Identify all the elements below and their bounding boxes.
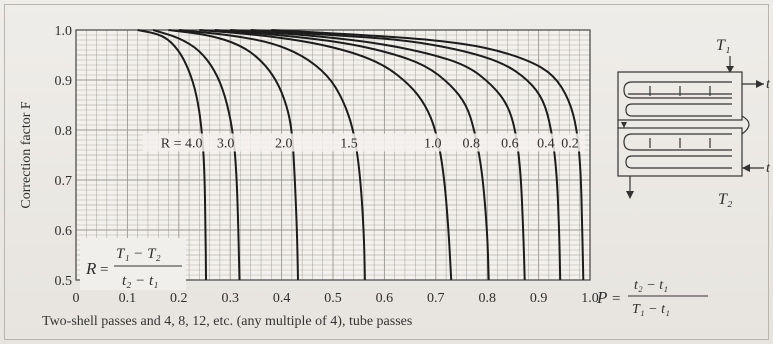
curve-r-4.0 xyxy=(137,29,207,281)
y-tick-label: 0.9 xyxy=(55,74,73,89)
curve-r-1.0 xyxy=(199,29,453,281)
hot-inlet-arrow xyxy=(726,66,734,73)
figure-frame xyxy=(4,4,769,340)
cold-out-arrow xyxy=(756,80,764,88)
r-value-label: 0.8 xyxy=(463,137,481,152)
curves xyxy=(137,29,585,281)
r-label-band xyxy=(142,133,585,152)
r-formula: R = T₁ − T₂ t₂ − t₁ xyxy=(80,238,186,290)
curve-r-1.5 xyxy=(178,29,366,281)
r-value-label: 0.2 xyxy=(561,137,579,152)
x-tick-label: 0.5 xyxy=(324,291,342,306)
r-formula-lhs: R xyxy=(85,259,97,278)
y-tick-label: 1.0 xyxy=(55,24,73,39)
labels: 0 0.1 0.2 0.3 0.4 0.5 0.6 0.7 0.8 0.9 1.0 0.5 0.6 0.7… xyxy=(19,24,599,306)
curve-r-3.0 xyxy=(152,29,241,281)
p-formula: P = t₂ − t₁ T₁ − t₁ xyxy=(596,278,708,317)
shell-connector xyxy=(741,115,750,135)
r-value-label: 0.4 xyxy=(537,137,555,152)
x-tick-label: 0 xyxy=(73,291,80,306)
cold-in-arrow xyxy=(742,164,750,172)
figure-caption: Two-shell passes and 4, 8, 12, etc. (any… xyxy=(42,314,413,329)
r-value-label: 1.0 xyxy=(424,137,442,152)
x-tick-label: 1.0 xyxy=(581,291,599,306)
r-formula-den: t₂ − t₁ xyxy=(122,273,158,289)
y-axis-label: Correction factor F xyxy=(19,101,34,209)
y-tick-label: 0.7 xyxy=(55,174,73,189)
cold-in-label: t xyxy=(766,161,771,176)
tube-pass-a xyxy=(623,81,732,99)
x-tick-label: 0.4 xyxy=(273,291,291,306)
curve-r-0.2 xyxy=(271,29,585,281)
p-formula-den: T₁ − t₁ xyxy=(632,302,670,317)
r-formula-eq: = xyxy=(100,262,108,278)
r-value-label: 3.0 xyxy=(217,137,235,152)
x-tick-label: 0.2 xyxy=(170,291,188,306)
shell-2 xyxy=(617,127,743,177)
curve-r-0.6 xyxy=(230,29,526,281)
y-tick-label: 0.8 xyxy=(55,124,73,139)
r-value-label: 1.5 xyxy=(340,137,358,152)
p-formula-num: t₂ − t₁ xyxy=(634,278,668,293)
hot-outlet-arrow xyxy=(626,191,634,199)
y-tick-label: 0.5 xyxy=(55,274,73,289)
r-value-label: 0.6 xyxy=(501,137,519,152)
tube-pass-d xyxy=(625,155,732,169)
p-formula-lhs: P xyxy=(596,288,607,307)
tube-pass-b xyxy=(625,103,732,117)
x-tick-label: 0.7 xyxy=(427,291,445,306)
r-value-label: R = 4.0 xyxy=(161,137,203,152)
plot-border xyxy=(75,29,591,281)
heat-exchanger-schematic xyxy=(617,56,764,199)
r-formula-num: T₁ − T₂ xyxy=(116,246,161,262)
y-tick-label: 0.6 xyxy=(55,224,73,239)
curve-r-0.8 xyxy=(214,29,490,281)
curve-r-0.4 xyxy=(250,29,562,281)
p-formula-eq: = xyxy=(612,291,620,307)
curve-r-2.0 xyxy=(168,29,299,281)
x-tick-label: 0.6 xyxy=(376,291,394,306)
tube-pass-c xyxy=(623,133,732,151)
x-tick-label: 0.8 xyxy=(478,291,496,306)
x-tick-label: 0.3 xyxy=(221,291,239,306)
x-tick-label: 0.9 xyxy=(530,291,548,306)
r-value-label: 2.0 xyxy=(275,137,293,152)
cold-out-label: t xyxy=(766,77,771,92)
shell-1 xyxy=(617,71,743,121)
hot-inlet-label: T₁ xyxy=(716,37,730,54)
hot-outlet-label: T₂ xyxy=(718,191,733,208)
x-tick-label: 0.1 xyxy=(119,291,137,306)
